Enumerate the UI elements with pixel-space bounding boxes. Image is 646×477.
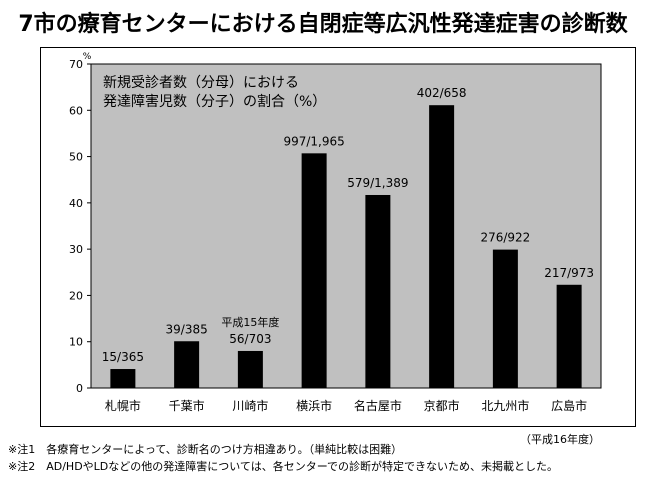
data-label: 217/973 (544, 266, 594, 280)
x-tick-label: 横浜市 (296, 398, 332, 413)
x-tick-label: 京都市 (424, 398, 460, 413)
x-tick-label: 千葉市 (169, 398, 205, 413)
data-label: 402/658 (417, 86, 467, 100)
data-label: 579/1,389 (347, 176, 408, 190)
y-tick-label: 10 (69, 336, 83, 349)
note-1: ※注1 各療育センターによって、診断名のつけ方相違あり。（単純比較は困難） (8, 443, 403, 456)
bar (110, 369, 136, 388)
y-tick-label: 60 (69, 104, 83, 117)
data-label: 39/385 (166, 322, 208, 336)
x-tick-label: 札幌市 (105, 398, 141, 413)
y-tick-label: 70 (69, 58, 83, 71)
y-tick-label: 20 (69, 289, 83, 302)
bar (174, 341, 200, 388)
y-tick-label: 30 (69, 243, 83, 256)
data-label: 276/922 (480, 231, 530, 245)
note-2: ※注2 AD/HDやLDなどの他の発達障害については、各センターでの診断が特定で… (8, 460, 559, 473)
legend-line-1: 新規受診者数（分母）における (103, 75, 299, 91)
bar (429, 105, 455, 389)
data-label: 15/365 (102, 350, 144, 364)
bar (237, 350, 263, 388)
bar (492, 249, 518, 388)
y-tick-label: 50 (69, 151, 83, 164)
bar (556, 284, 582, 388)
y-tick-label: 0 (76, 382, 83, 395)
chart-frame (40, 47, 636, 427)
y-axis-unit: % (83, 52, 92, 62)
x-tick-label: 北九州市 (481, 398, 529, 413)
bar-annotation: 平成15年度 (221, 315, 279, 329)
data-label: 997/1,965 (283, 134, 344, 148)
period-label: （平成16年度） (520, 433, 600, 446)
x-tick-label: 広島市 (551, 398, 587, 413)
bar (365, 194, 391, 388)
chart-title: 7市の療育センターにおける自閉症等広汎性発達症害の診断数 (18, 12, 628, 37)
legend-line-2: 発達障害児数（分子）の割合（%） (103, 93, 326, 110)
bar (301, 153, 327, 388)
y-tick-label: 40 (69, 197, 83, 210)
plot-area (90, 63, 602, 389)
x-tick-label: 川崎市 (232, 398, 268, 413)
data-label: 56/703 (229, 332, 271, 346)
x-tick-label: 名古屋市 (354, 398, 402, 413)
